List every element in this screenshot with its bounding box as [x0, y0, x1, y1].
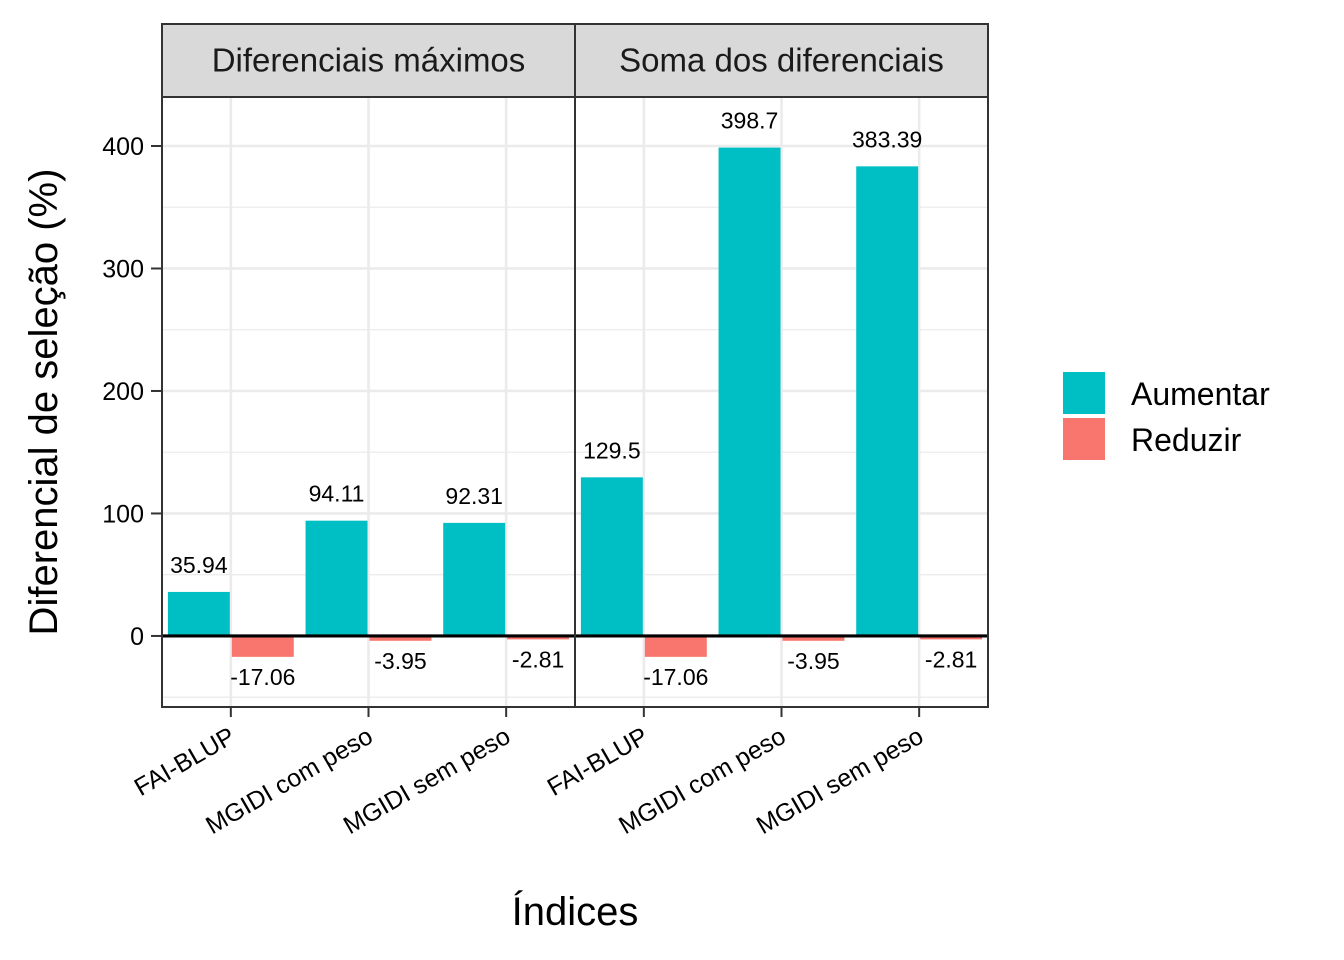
data-label: -2.81 [512, 646, 564, 672]
data-label: -17.06 [230, 664, 295, 690]
y-tick-label: 300 [102, 255, 144, 283]
facet-strip [161, 23, 576, 98]
bar-aumentar [718, 147, 781, 636]
bars: 129.5 398.7 383.39 -17.06 -3.95 -2.81 [580, 108, 983, 690]
legend-swatch-aumentar [1063, 372, 1105, 414]
data-label: 92.31 [445, 483, 503, 509]
x-tick-label: FAI-BLUP [543, 722, 653, 802]
y-tick-label: 200 [102, 378, 144, 406]
bar-reduzir [782, 635, 845, 641]
data-label: 35.94 [170, 552, 228, 578]
data-label: 383.39 [852, 126, 922, 152]
bar-reduzir [369, 635, 432, 641]
bars: 35.94 94.11 92.31 -17.06 -3.95 -2.81 [167, 481, 570, 690]
y-axis-title: Diferencial de seleção (%) [22, 169, 66, 636]
bar-aumentar [443, 522, 506, 636]
bar-reduzir [231, 635, 294, 657]
bar-aumentar [856, 166, 919, 636]
x-tick-label: FAI-BLUP [130, 722, 240, 802]
x-axis-title: Índices [512, 889, 639, 934]
bar-aumentar [580, 477, 643, 636]
facet-panel: Soma dos diferenciais 129.5 398.7 383.39 -17… [574, 23, 989, 708]
y-tick-label: 0 [130, 623, 144, 651]
facet-panel: Diferenciais máximos 35.94 94.11 92.31 -17.0… [161, 23, 576, 708]
bar-reduzir [507, 635, 570, 640]
bar-reduzir [920, 635, 983, 640]
bar-reduzir [644, 635, 707, 657]
facet-title: Diferenciais máximos [212, 42, 526, 79]
data-label: 398.7 [721, 108, 779, 134]
data-label: 94.11 [309, 481, 365, 507]
y-tick-label: 100 [102, 500, 144, 528]
data-label: -3.95 [374, 648, 426, 674]
data-label: 129.5 [583, 437, 641, 463]
y-tick-label: 400 [102, 133, 144, 161]
data-label: -2.81 [925, 646, 977, 672]
legend-label: Aumentar [1131, 376, 1270, 412]
data-label: -3.95 [787, 648, 839, 674]
facet-title: Soma dos diferenciais [619, 42, 944, 79]
bar-aumentar [305, 520, 368, 636]
legend-label: Reduzir [1131, 422, 1242, 458]
legend-swatch-reduzir [1063, 418, 1105, 460]
data-label: -17.06 [643, 664, 708, 690]
bar-aumentar [167, 591, 230, 636]
